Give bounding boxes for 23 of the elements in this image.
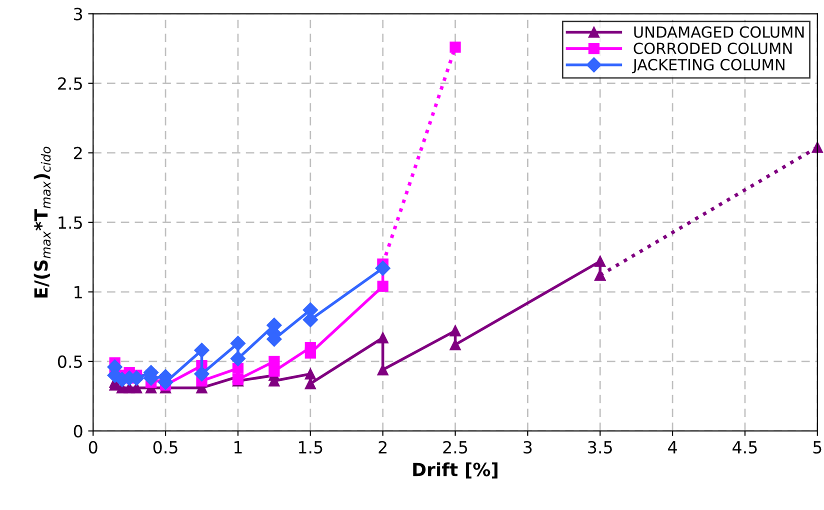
legend-label: CORRODED COLUMN	[634, 42, 792, 54]
y-tick-label: 0.5	[58, 355, 82, 368]
x-tick-label: 0	[88, 440, 98, 454]
x-tick-label: 0.5	[153, 440, 178, 454]
x-tick-label: 1	[234, 441, 242, 454]
x-tick-label: 2	[378, 440, 386, 454]
legend-label: JACKETING COLUMN	[632, 58, 784, 74]
x-tick-label: 3	[524, 440, 532, 454]
x-tick-label: 4.5	[732, 441, 757, 454]
y-tick-label: 3	[74, 8, 82, 20]
x-tick-label: 1.5	[298, 441, 322, 454]
x-tick-label: 4	[668, 441, 677, 454]
x-tick-label: 5	[813, 441, 822, 454]
y-tick-label: 1.5	[58, 216, 82, 229]
x-tick-label: 2.5	[443, 440, 468, 454]
y-tick-label: 1	[74, 286, 82, 298]
x-tick-label: 3.5	[588, 440, 612, 454]
y-axis-title: E/(S$_{max}$*T$_{max}$)$_{cido}$	[34, 146, 51, 298]
y-tick-label: 0	[74, 424, 82, 438]
x-axis-title: Drift [%]	[413, 462, 498, 478]
legend-label: UNDAMAGED COLUMN	[634, 26, 804, 38]
y-tick-label: 2.5	[58, 77, 82, 90]
y-tick-label: 2	[74, 146, 82, 160]
